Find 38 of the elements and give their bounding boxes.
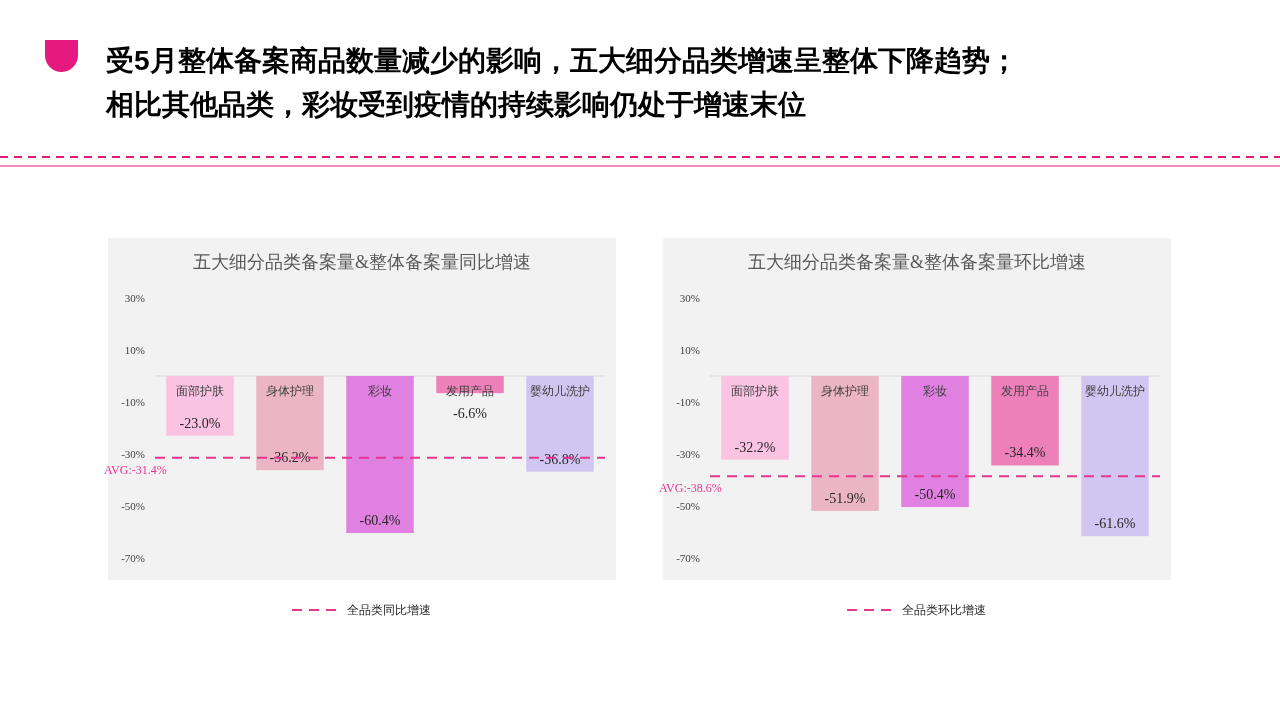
y-tick-label: 30% <box>679 292 700 304</box>
x-tick-label: 发用产品 <box>1001 384 1049 398</box>
y-tick-label: -30% <box>676 448 700 460</box>
ref-line-label: AVG:-38.6% <box>659 481 722 496</box>
x-tick-label: 彩妆 <box>923 384 947 398</box>
text: 全品类同比增速 <box>347 603 431 617</box>
data-label: -34.4% <box>1004 445 1046 461</box>
x-tick-label: 婴幼儿洗护 <box>1085 384 1145 398</box>
x-tick-label: 彩妆 <box>368 384 392 398</box>
x-tick-label: 面部护肤 <box>176 384 224 398</box>
text: 相比其他品类，彩妆受到疫情的持续影响仍处于增速末位 <box>105 89 806 120</box>
data-label: -23.0% <box>179 415 221 431</box>
data-label: -36.2% <box>269 450 311 466</box>
data-label: -51.9% <box>824 490 866 506</box>
text: 受5月整体备案商品数量减少的影响，五大细分品类增速呈整体下降趋势； <box>106 45 1018 76</box>
y-tick-label: -10% <box>121 396 145 408</box>
x-tick-label: 婴幼儿洗护 <box>530 384 590 398</box>
y-tick-label: -70% <box>676 552 700 564</box>
ref-line-label: AVG:-31.4% <box>104 462 167 477</box>
x-tick-label: 身体护理 <box>821 384 869 398</box>
chart-title: 五大细分品类备案量&整体备案量同比增速 <box>192 252 532 272</box>
y-tick-label: -70% <box>121 552 145 564</box>
y-tick-label: 30% <box>124 292 145 304</box>
y-tick-label: -30% <box>121 448 145 460</box>
data-label: -50.4% <box>914 487 956 503</box>
data-label: -60.4% <box>359 513 401 529</box>
y-tick-label: 10% <box>124 344 145 356</box>
text: 全品类环比增速 <box>902 603 986 617</box>
y-tick-label: -10% <box>676 396 700 408</box>
data-label: -61.6% <box>1094 516 1136 532</box>
y-tick-label: 10% <box>679 344 700 356</box>
data-label: -32.2% <box>734 439 776 455</box>
x-tick-label: 面部护肤 <box>731 384 779 398</box>
x-tick-label: 身体护理 <box>266 384 314 398</box>
y-tick-label: -50% <box>676 500 700 512</box>
y-tick-label: -50% <box>121 500 145 512</box>
chart-title: 五大细分品类备案量&整体备案量环比增速 <box>747 252 1087 272</box>
data-label: -6.6% <box>453 406 488 421</box>
